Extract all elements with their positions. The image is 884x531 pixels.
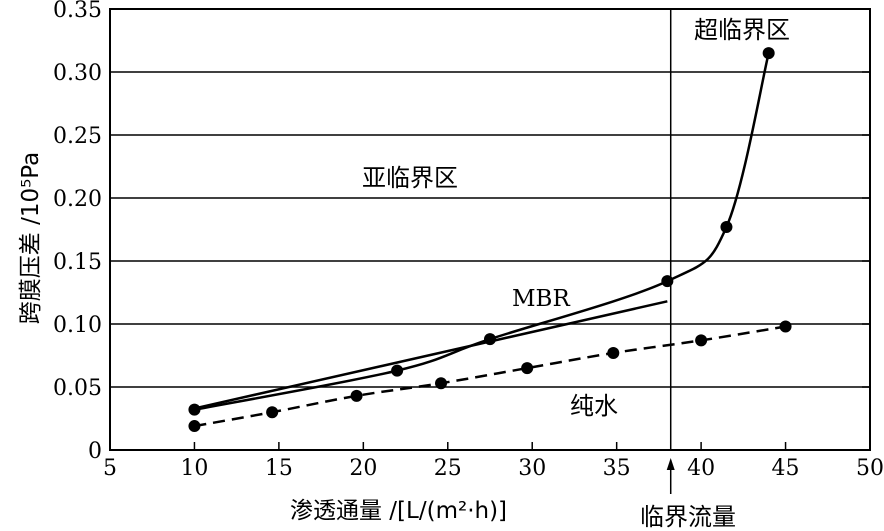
series-point-2: [350, 389, 363, 402]
x-tick-label: 15: [265, 456, 293, 481]
x-tick-label: 40: [687, 456, 715, 481]
critical-flux-arrow-head: [666, 458, 675, 470]
y-tick-label: 0.05: [53, 376, 102, 401]
critical-flux-label: 临界流量: [640, 503, 736, 531]
mbr-series-label: MBR: [512, 286, 570, 312]
x-tick-label: 20: [349, 456, 377, 481]
x-tick-label: 5: [103, 456, 117, 481]
series-point-0: [188, 403, 201, 416]
pure-water-series-label: 纯水: [570, 392, 618, 420]
series-point-0: [661, 275, 674, 288]
y-tick-label: 0.15: [53, 250, 102, 275]
gridlines: [110, 71, 870, 388]
subcritical-label: 亚临界区: [362, 164, 458, 192]
x-tick-label: 50: [856, 456, 884, 481]
y-tick-label: 0.10: [53, 313, 102, 338]
series-line-0: [194, 52, 770, 411]
supercritical-label: 超临界区: [694, 16, 790, 44]
y-tick-label: 0.25: [53, 124, 102, 149]
series-line-1: [194, 300, 668, 410]
series-point-2: [435, 377, 448, 390]
x-tick-label: 30: [518, 456, 546, 481]
y-tick-label: 0.35: [53, 0, 102, 23]
series-point-0: [762, 47, 775, 60]
series-point-2: [266, 406, 279, 419]
x-tick-label: 25: [434, 456, 462, 481]
x-tick-label: 35: [603, 456, 631, 481]
series-point-2: [188, 420, 201, 433]
y-tick-label: 0.20: [53, 187, 102, 212]
series-point-2: [779, 320, 792, 333]
series-point-0: [391, 364, 404, 377]
series-point-2: [695, 334, 708, 347]
series-point-0: [720, 220, 733, 233]
x-tick-label: 45: [772, 456, 800, 481]
plot-area: [109, 8, 871, 451]
y-tick-label: 0.30: [53, 61, 102, 86]
critical-flux-arrow: [666, 458, 675, 494]
series-point-2: [521, 362, 534, 375]
y-tick-label: 0: [88, 439, 102, 464]
x-axis-title: 渗透通量 /[L/(m²·h)]: [290, 498, 507, 524]
series-layer: [188, 47, 792, 433]
axis-ticks: 0 0.05 0.10 0.15 0.20 0.25 0.30 0.35 5 10 15 20 25 30…: [53, 0, 884, 481]
series-point-2: [607, 346, 620, 359]
x-tick-label: 10: [180, 456, 208, 481]
y-axis-title: 跨膜压差 /10⁵Pa: [18, 152, 44, 324]
